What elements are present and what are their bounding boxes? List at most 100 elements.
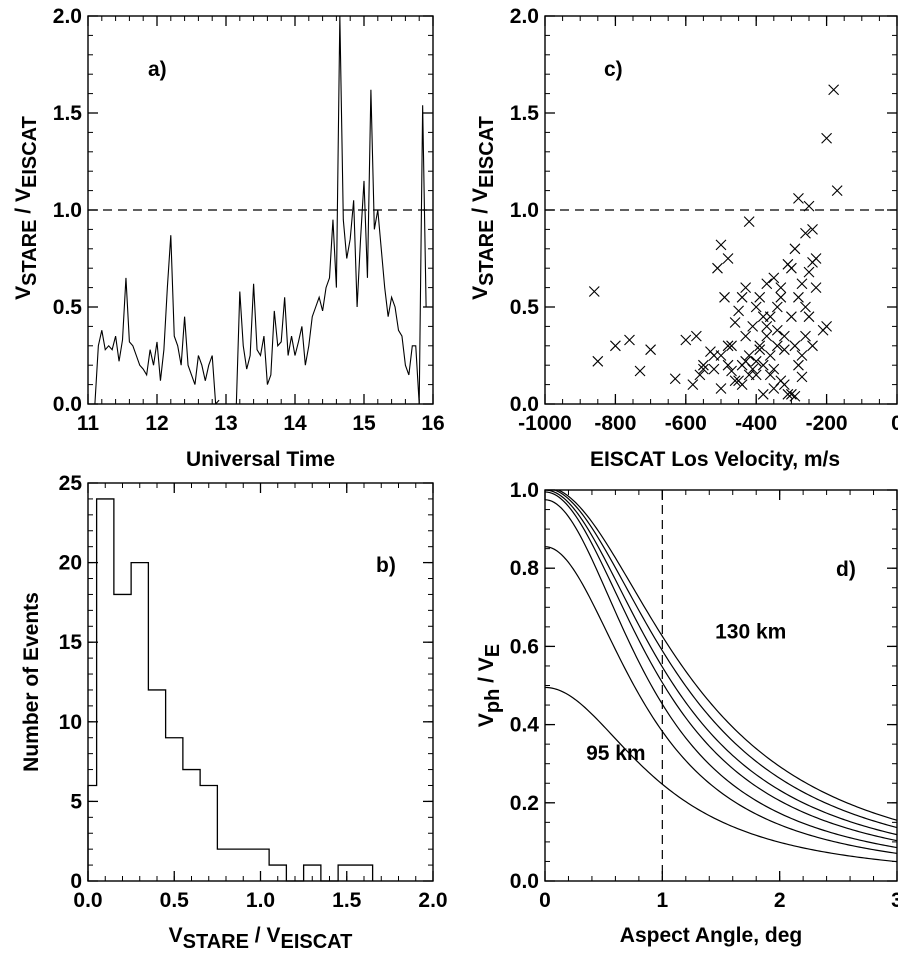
x-tick-label: 15 [352, 412, 376, 435]
scatter-point [715, 239, 727, 251]
y-tick-label: 10 [59, 711, 82, 734]
y-axis-label: Vph / VE [475, 644, 504, 727]
y-tick-label: 0.0 [510, 870, 539, 893]
altitude-curve [545, 686, 897, 863]
scatter-point [733, 305, 744, 317]
scatter-point [680, 334, 692, 346]
altitude-curve [545, 491, 897, 842]
scatter-point [803, 311, 815, 323]
scatter-point [733, 375, 744, 387]
y-tick-label: 0.0 [53, 393, 82, 416]
x-tick-label: -200 [806, 412, 848, 435]
scatter-point [588, 286, 600, 297]
y-tick-label: 1.0 [53, 199, 82, 222]
y-tick-label: 15 [59, 631, 83, 654]
x-tick-label: 12 [145, 412, 168, 435]
scatter-point [726, 365, 737, 377]
scatter-point [624, 334, 635, 346]
scatter-point [789, 243, 801, 255]
x-tick-label: 0.5 [160, 889, 190, 912]
scatter-point [708, 363, 720, 375]
x-tick-label: 1 [656, 889, 668, 912]
scatter-point [803, 200, 815, 212]
scatter-point [800, 330, 811, 342]
scatter-point [750, 355, 762, 367]
scatter-point [712, 262, 723, 274]
ratio-series-line [235, 16, 427, 404]
plot-frame [544, 489, 898, 882]
scatter-point [786, 311, 797, 323]
scatter-point [729, 375, 741, 387]
scatter-point [747, 363, 759, 375]
scatter-point [715, 350, 727, 361]
scatter-point [810, 282, 822, 293]
x-axis-label: Universal Time [186, 448, 335, 471]
scatter-point [743, 350, 755, 361]
scatter-point [800, 301, 811, 313]
x-axis-label: EISCAT Los Velocity, m/s [590, 448, 840, 471]
x-tick-label: 0 [891, 412, 898, 435]
x-axis-label: Aspect Angle, deg [620, 924, 802, 947]
scatter-point [757, 359, 769, 371]
x-tick-label: -800 [594, 412, 636, 435]
x-axis-label: VSTARE / VEISCAT [169, 924, 353, 953]
y-axis-label: VSTARE / VEISCAT [12, 116, 41, 300]
x-tick-label: -400 [735, 412, 777, 435]
scatter-point [754, 344, 766, 356]
scatter-point [754, 340, 766, 352]
scatter-point [793, 192, 804, 204]
scatter-point [592, 355, 604, 367]
scatter-point [775, 282, 787, 293]
scatter-point [669, 373, 681, 385]
scatter-point [719, 291, 730, 303]
x-tick-label: 11 [77, 412, 100, 435]
scatter-point [722, 253, 734, 264]
scatter-point [800, 227, 811, 239]
y-tick-label: 2.0 [510, 5, 539, 28]
y-tick-label: 1.0 [510, 199, 539, 222]
scatter-point [786, 388, 797, 400]
scatter-point [771, 301, 783, 313]
scatter-point [687, 379, 699, 390]
altitude-curve [556, 490, 897, 821]
y-tick-label: 1.0 [510, 479, 539, 502]
y-tick-label: 0 [70, 870, 82, 893]
x-tick-label: 2.0 [418, 889, 447, 912]
x-tick-label: 1.0 [246, 889, 275, 912]
scatter-point [729, 317, 741, 328]
scatter-point [722, 359, 734, 371]
scatter-point [807, 224, 818, 235]
scatter-point [831, 185, 843, 196]
y-tick-label: 25 [59, 472, 83, 495]
scatter-point [775, 291, 787, 303]
scatter-point [743, 216, 755, 228]
scatter-point [764, 369, 776, 381]
scatter-point [778, 379, 790, 390]
scatter-point [778, 330, 790, 342]
scatter-point [698, 359, 709, 371]
scatter-point [793, 291, 804, 303]
chart-panel-c: -1000 -800 -600 -400 -200 0 0.0 0.5 1.0 1.5 2.0 c) E… [469, 5, 898, 471]
y-tick-label: 0.5 [510, 296, 540, 319]
scatter-point [782, 258, 794, 270]
y-tick-label: 1.5 [53, 102, 83, 125]
scatter-point [726, 340, 737, 352]
scatter-point [768, 272, 780, 284]
panel-label: d) [836, 558, 856, 581]
panel-label: a) [148, 58, 167, 81]
chart-panel-a: 11 12 13 14 15 16 0.0 0.5 1.0 1.5 2.0 a) Universal T… [12, 5, 445, 471]
scatter-point [796, 371, 808, 383]
scatter-point [740, 282, 752, 293]
scatter-point [782, 388, 794, 400]
scatter-point [715, 383, 727, 394]
scatter-point [747, 321, 759, 332]
altitude-curve [553, 490, 897, 829]
scatter-point [821, 132, 832, 144]
scatter-point [796, 350, 808, 361]
x-tick-label: 2 [774, 889, 786, 912]
scatter-point [694, 369, 706, 381]
x-tick-label: 1.5 [332, 889, 362, 912]
scatter-point [771, 324, 783, 336]
x-tick-label: 14 [283, 412, 307, 435]
scatter-point [690, 330, 702, 342]
